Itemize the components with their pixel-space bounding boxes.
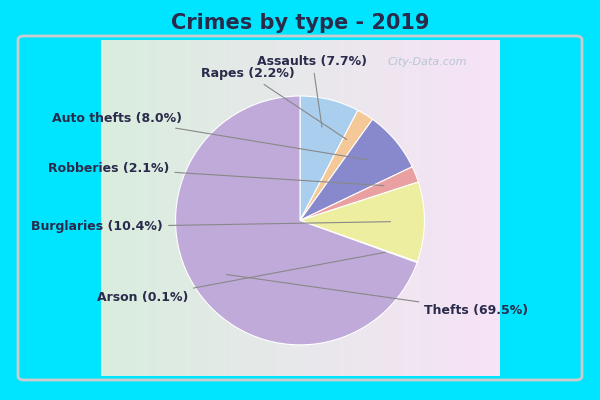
Text: Auto thefts (8.0%): Auto thefts (8.0%) (52, 112, 369, 160)
Text: Rapes (2.2%): Rapes (2.2%) (201, 67, 347, 140)
Text: City-Data.com: City-Data.com (388, 57, 467, 67)
Wedge shape (300, 167, 418, 220)
Text: Thefts (69.5%): Thefts (69.5%) (226, 274, 529, 316)
Text: Assaults (7.7%): Assaults (7.7%) (257, 55, 367, 127)
Wedge shape (300, 119, 412, 220)
Wedge shape (300, 182, 424, 262)
Wedge shape (300, 96, 358, 220)
Text: Burglaries (10.4%): Burglaries (10.4%) (31, 220, 391, 233)
Text: Robberies (2.1%): Robberies (2.1%) (48, 162, 384, 186)
Title: Crimes by type - 2019: Crimes by type - 2019 (171, 13, 429, 33)
Text: Arson (0.1%): Arson (0.1%) (97, 252, 385, 304)
Wedge shape (300, 110, 373, 220)
Wedge shape (176, 96, 417, 345)
Wedge shape (300, 220, 418, 262)
